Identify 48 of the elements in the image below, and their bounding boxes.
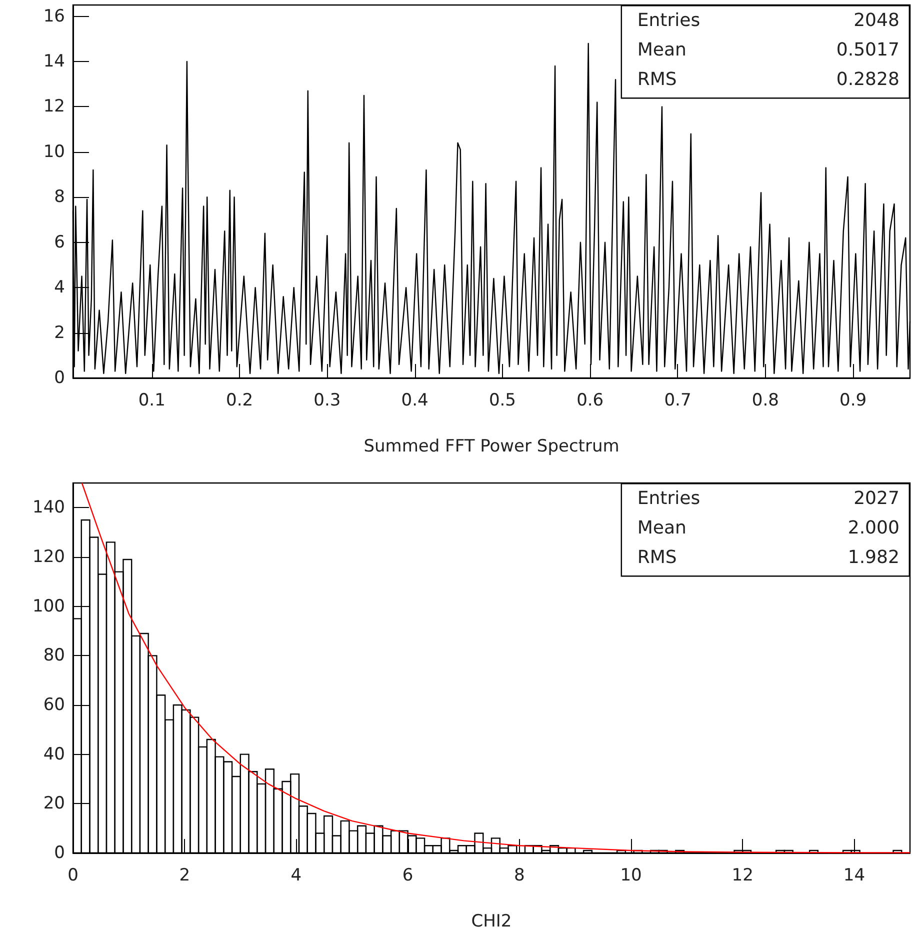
- y-tick-label: 4: [54, 278, 65, 298]
- annotation: 1.982: [848, 547, 900, 568]
- x-tick-label: 8: [514, 866, 525, 886]
- x-tick-label: 0.8: [752, 390, 779, 410]
- x-tick-label: 6: [402, 866, 414, 886]
- annotation: Entries: [637, 10, 700, 32]
- x-tick-label: 14: [843, 866, 866, 886]
- annotation: 2027: [854, 488, 900, 510]
- x-tick-label: 0.5: [488, 390, 516, 410]
- y-tick-label: 8: [54, 187, 65, 208]
- x-tick-label: 0: [68, 866, 78, 886]
- y-tick-label: 100: [32, 596, 65, 616]
- x-tick-label: 12: [732, 866, 754, 886]
- y-tick-label: 10: [43, 142, 65, 162]
- annotation: Mean: [637, 40, 686, 61]
- x-axis-title: CHI2: [471, 912, 512, 932]
- annotation: 2.000: [848, 518, 900, 539]
- y-tick-label: 60: [43, 695, 65, 715]
- x-tick-label: 4: [290, 866, 302, 886]
- annotation: RMS: [637, 547, 677, 568]
- y-tick-label: 40: [43, 744, 65, 764]
- y-tick-label: 140: [32, 498, 65, 518]
- y-tick-label: 16: [43, 6, 65, 26]
- annotation: Mean: [637, 518, 686, 539]
- x-tick-label: 0.6: [576, 390, 604, 410]
- x-tick-label: 0.9: [840, 390, 867, 410]
- x-tick-label: 10: [620, 866, 642, 886]
- annotation: 0.5017: [836, 40, 900, 61]
- y-tick-label: 2: [54, 322, 65, 343]
- annotation: 2048: [854, 10, 900, 32]
- x-tick-label: 0.4: [401, 390, 428, 410]
- x-tick-label: 0.2: [226, 390, 254, 410]
- y-tick-label: 12: [43, 96, 65, 117]
- x-axis-title: Summed FFT Power Spectrum: [364, 436, 620, 456]
- y-tick-label: 6: [54, 232, 65, 252]
- x-tick-label: 2: [179, 866, 190, 886]
- x-tick-label: 0.1: [138, 390, 166, 410]
- annotation: RMS: [637, 69, 677, 90]
- x-tick-label: 0.3: [314, 390, 341, 410]
- x-tick-label: 0.7: [664, 390, 692, 410]
- y-tick-label: 0: [54, 843, 65, 863]
- y-tick-label: 20: [43, 794, 65, 814]
- y-tick-label: 80: [43, 646, 65, 666]
- y-tick-label: 0: [54, 368, 65, 388]
- y-tick-label: 14: [43, 52, 65, 72]
- annotation: Entries: [637, 488, 700, 510]
- y-tick-label: 120: [32, 547, 65, 567]
- annotation: 0.2828: [836, 69, 900, 90]
